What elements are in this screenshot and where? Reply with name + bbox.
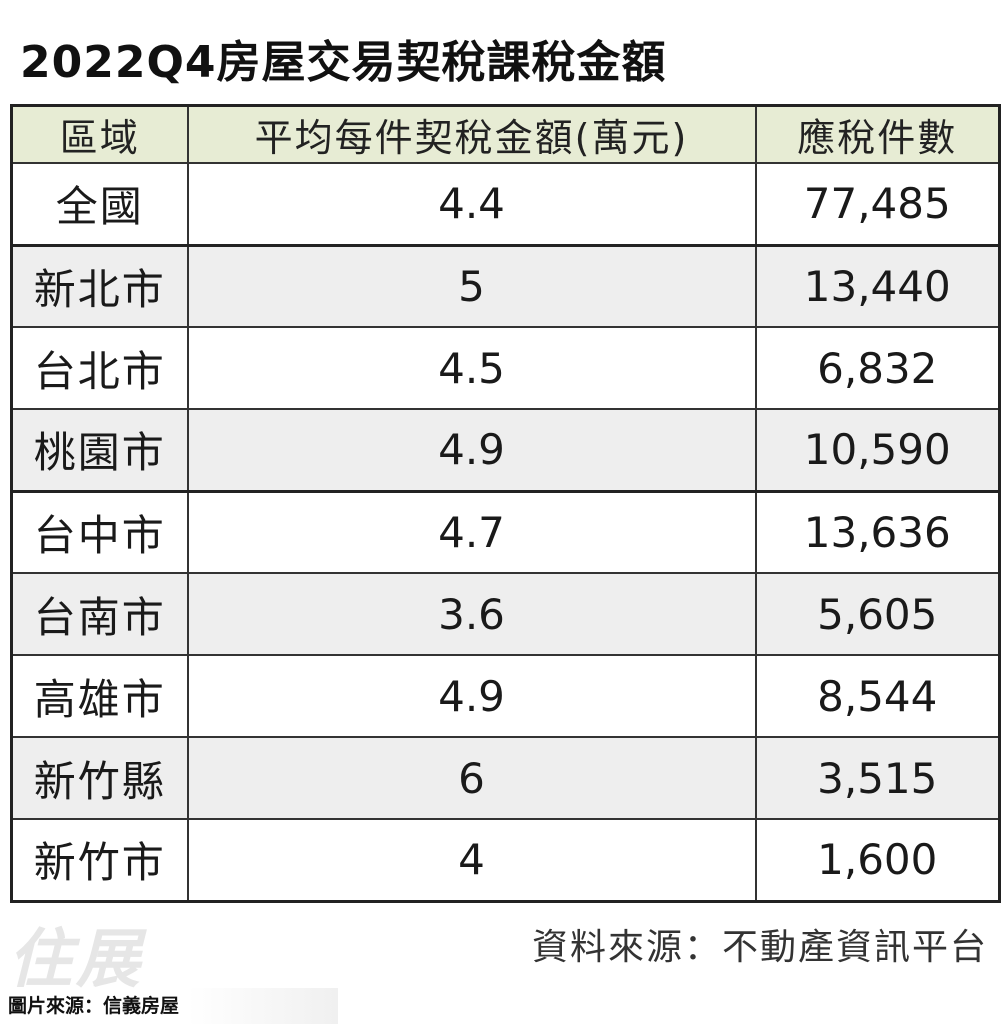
table-row: 新北市 5 13,440 — [10, 243, 1001, 328]
cell-count: 77,485 — [754, 162, 1001, 246]
table-row: 台北市 4.5 6,832 — [10, 326, 1001, 410]
cell-count: 1,600 — [754, 818, 1001, 902]
cell-avg-tax: 4.4 — [186, 162, 757, 246]
cell-count: 3,515 — [754, 736, 1001, 820]
table-body: 全國 4.4 77,485 新北市 5 13,440 台北市 4.5 6,832 桃園市 4.9 10… — [10, 162, 1001, 902]
cell-region: 台南市 — [10, 572, 189, 656]
data-table-container: 區域 平均每件契稅金額(萬元) 應稅件數 全國 4.4 77,485 新北市 5 13,4… — [10, 104, 1001, 903]
table-row: 全國 4.4 77,485 — [10, 162, 1001, 246]
chart-title: 2022Q4房屋交易契稅課稅金額 — [20, 37, 667, 88]
cell-region: 新竹市 — [10, 818, 189, 902]
image-credit: 圖片來源：信義房屋 — [4, 988, 338, 1024]
cell-region: 高雄市 — [10, 654, 189, 738]
cell-region: 新竹縣 — [10, 736, 189, 820]
cell-avg-tax: 6 — [186, 736, 757, 820]
cell-region: 台中市 — [10, 489, 189, 574]
cell-count: 13,636 — [754, 489, 1001, 574]
table-row: 新竹市 4 1,600 — [10, 818, 1001, 902]
header-row: 區域 平均每件契稅金額(萬元) 應稅件數 — [10, 104, 1001, 164]
cell-count: 13,440 — [754, 243, 1001, 328]
cell-avg-tax: 4.5 — [186, 326, 757, 410]
cell-avg-tax: 4 — [186, 818, 757, 902]
cell-region: 桃園市 — [10, 408, 189, 492]
source-note: 資料來源：不動產資訊平台 — [531, 927, 988, 968]
cell-avg-tax: 3.6 — [186, 572, 757, 656]
cell-count: 10,590 — [754, 408, 1001, 492]
cell-region: 全國 — [10, 162, 189, 246]
column-header-count: 應稅件數 — [754, 104, 1001, 164]
tax-table: 區域 平均每件契稅金額(萬元) 應稅件數 全國 4.4 77,485 新北市 5 13,4… — [10, 104, 1001, 903]
cell-region: 台北市 — [10, 326, 189, 410]
cell-avg-tax: 5 — [186, 243, 757, 328]
watermark-logo: 住展 — [8, 922, 144, 997]
cell-count: 8,544 — [754, 654, 1001, 738]
cell-avg-tax: 4.9 — [186, 654, 757, 738]
table-row: 台中市 4.7 13,636 — [10, 489, 1001, 574]
table-row: 桃園市 4.9 10,590 — [10, 408, 1001, 492]
cell-avg-tax: 4.7 — [186, 489, 757, 574]
cell-avg-tax: 4.9 — [186, 408, 757, 492]
cell-count: 5,605 — [754, 572, 1001, 656]
column-header-region: 區域 — [10, 104, 189, 164]
cell-region: 新北市 — [10, 243, 189, 328]
table-row: 高雄市 4.9 8,544 — [10, 654, 1001, 738]
cell-count: 6,832 — [754, 326, 1001, 410]
table-row: 新竹縣 6 3,515 — [10, 736, 1001, 820]
table-row: 台南市 3.6 5,605 — [10, 572, 1001, 656]
column-header-avg-tax: 平均每件契稅金額(萬元) — [186, 104, 757, 164]
